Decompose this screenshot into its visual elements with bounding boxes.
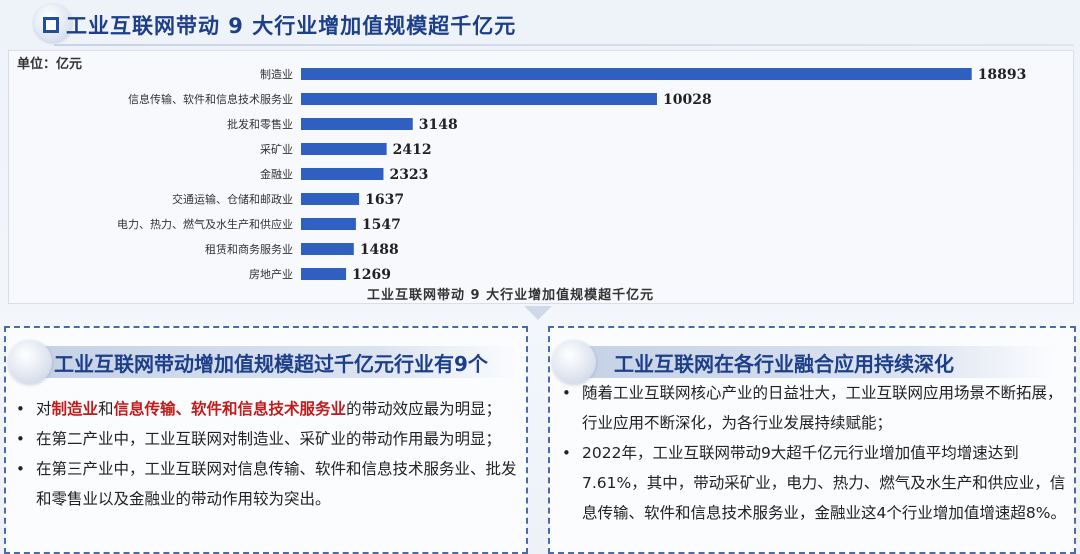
bar <box>301 93 657 105</box>
data-label: 2323 <box>389 167 428 183</box>
bullet-text: 在第三产业中，工业互联网对信息传输、软件和信息技术服务业、批发和零售业以及金融业… <box>36 460 517 508</box>
highlight-it-services: 信息传输、软件和信息技术服务业 <box>113 400 347 418</box>
data-label: 2412 <box>393 142 432 158</box>
bar <box>301 218 356 230</box>
bullet-icon: • <box>562 444 571 462</box>
category-label: 房地产业 <box>249 267 293 281</box>
highlight-manufacturing: 制造业 <box>51 400 99 418</box>
right-panel: 工业互联网在各行业融合应用持续深化 • 随着工业互联网核心产业的日益壮大，工业互… <box>548 326 1076 554</box>
category-label: 租赁和商务服务业 <box>205 242 293 256</box>
chart-caption: 工业互联网带动 9 大行业增加值规模超千亿元 <box>367 288 655 303</box>
right-panel-heading: 工业互联网在各行业融合应用持续深化 <box>614 352 954 376</box>
bullet-icon: • <box>16 460 25 478</box>
bullet-text-pre: 对 <box>36 400 52 418</box>
list-item: • 随着工业互联网核心产业的日益壮大，工业互联网应用场景不断拓展，行业应用不断深… <box>558 378 1068 438</box>
bar <box>301 193 360 205</box>
section-pointer <box>524 306 552 320</box>
category-label: 批发和零售业 <box>227 117 293 131</box>
square-bullet-icon <box>43 17 59 33</box>
list-item: • 对制造业和信息传输、软件和信息技术服务业的带动效应最为明显； <box>12 394 517 424</box>
category-label: 交通运输、仓储和邮政业 <box>172 192 293 206</box>
bar <box>301 168 384 180</box>
bar <box>301 268 347 280</box>
list-item: • 在第二产业中，工业互联网对制造业、采矿业的带动作用最为明显； <box>12 424 517 454</box>
bullet-text: 在第二产业中，工业互联网对制造业、采矿业的带动作用最为明显； <box>36 430 502 448</box>
category-label: 制造业 <box>260 67 293 81</box>
left-panel: 工业互联网带动增加值规模超过千亿元行业有9个 • 对制造业和信息传输、软件和信息… <box>4 326 528 554</box>
bullet-text: 随着工业互联网核心产业的日益壮大，工业互联网应用场景不断拓展，行业应用不断深化，… <box>582 384 1063 432</box>
data-label: 1547 <box>362 217 401 233</box>
data-label: 1269 <box>352 267 391 283</box>
bar <box>301 143 387 155</box>
list-item: • 在第三产业中，工业互联网对信息传输、软件和信息技术服务业、批发和零售业以及金… <box>12 454 517 514</box>
page-title: 工业互联网带动 9 大行业增加值规模超千亿元 <box>66 14 517 38</box>
bullet-text-mid: 和 <box>98 400 114 418</box>
bar <box>301 68 972 80</box>
list-item: • 2022年，工业互联网带动9大超千亿元行业增加值平均增速达到7.61%，其中… <box>558 438 1068 528</box>
header: 工业互联网带动 9 大行业增加值规模超千亿元 <box>34 4 1074 46</box>
right-panel-band <box>574 346 1054 378</box>
left-bullet-list: • 对制造业和信息传输、软件和信息技术服务业的带动效应最为明显； • 在第二产业… <box>12 394 517 514</box>
left-panel-heading: 工业互联网带动增加值规模超过千亿元行业有9个 <box>54 352 488 376</box>
bar <box>301 243 354 255</box>
bar <box>301 118 413 130</box>
data-label: 18893 <box>978 67 1027 83</box>
bullet-icon: • <box>16 430 25 448</box>
bullet-text-post: 的带动效应最为明显； <box>346 400 502 418</box>
title-divider <box>54 44 1074 46</box>
bullet-text: 2022年，工业互联网带动9大超千亿元行业增加值平均增速达到7.61%，其中，带… <box>582 444 1066 522</box>
bullet-icon: • <box>562 384 571 402</box>
chart-unit-label: 单位：亿元 <box>17 57 83 72</box>
left-panel-bubble <box>8 340 52 384</box>
category-label: 金融业 <box>260 167 293 181</box>
bar-chart: 单位：亿元 制造业 18893 信息传输、软件和信息技术服务业 10028 批发和零售业… <box>8 50 1074 304</box>
data-label: 1488 <box>360 242 399 258</box>
left-panel-band <box>30 346 520 378</box>
bullet-icon: • <box>16 400 25 418</box>
right-bullet-list: • 随着工业互联网核心产业的日益壮大，工业互联网应用场景不断拓展，行业应用不断深… <box>558 378 1068 528</box>
right-panel-bubble <box>552 340 596 384</box>
data-label: 10028 <box>663 92 712 108</box>
data-label: 3148 <box>419 117 458 133</box>
category-label: 电力、热力、燃气及水生产和供应业 <box>117 217 293 231</box>
data-label: 1637 <box>365 192 404 208</box>
category-label: 信息传输、软件和信息技术服务业 <box>128 92 293 106</box>
category-label: 采矿业 <box>260 143 293 156</box>
bar-chart-svg: 制造业 18893 信息传输、软件和信息技术服务业 10028 批发和零售业 3148 采矿… <box>117 67 1027 283</box>
